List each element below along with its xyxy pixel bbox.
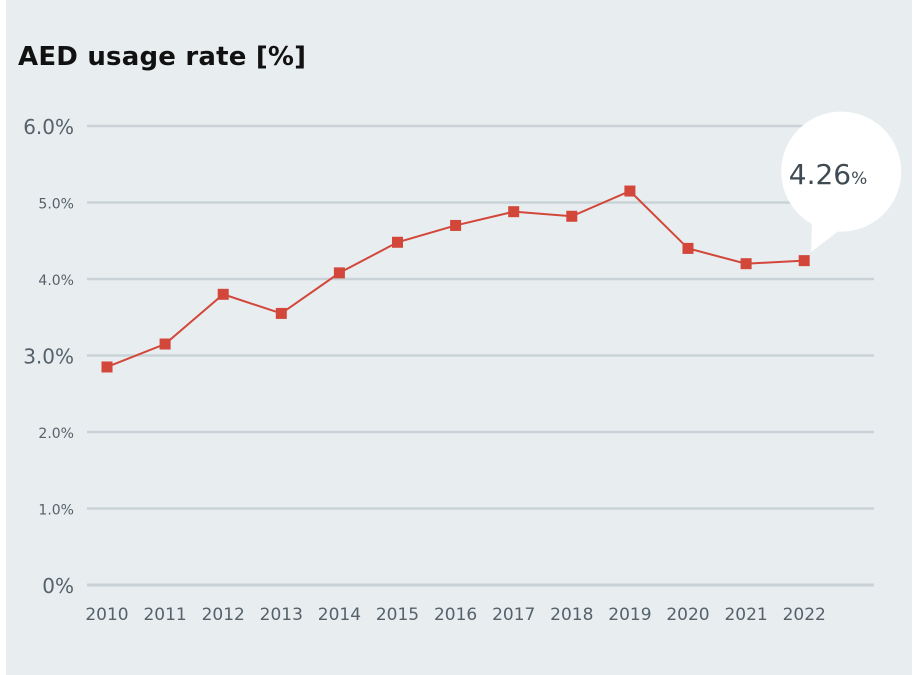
data-point <box>159 338 171 350</box>
data-point <box>392 236 403 248</box>
y-tick-label: 4.0% <box>38 273 74 289</box>
callout-bubble <box>781 111 902 252</box>
chart-panel <box>6 0 912 675</box>
x-tick-label: 2010 <box>85 605 128 625</box>
data-point <box>217 288 229 300</box>
data-point <box>275 307 287 319</box>
y-tick-label: 6.0% <box>23 115 74 139</box>
x-tick-label: 2014 <box>318 605 361 625</box>
data-point <box>740 258 752 270</box>
data-point <box>624 185 636 197</box>
data-point <box>508 206 520 218</box>
y-tick-label: 2.0% <box>38 426 74 442</box>
x-axis-ticks: 2010 2011 2012 2013 2014 2015 2016 2017 2018 2019… <box>85 605 825 625</box>
data-point <box>101 361 113 373</box>
y-tick-label: 3.0% <box>23 345 74 369</box>
x-tick-label: 2021 <box>724 605 767 625</box>
x-tick-label: 2015 <box>376 605 419 625</box>
chart-title: AED usage rate [%] <box>18 42 307 72</box>
data-series <box>101 185 810 373</box>
x-tick-label: 2019 <box>608 605 651 625</box>
x-tick-label: 2011 <box>143 605 186 625</box>
y-axis-ticks: 0% 1.0% 2.0% 3.0% 4.0% 5.0% 6.0% <box>23 115 74 598</box>
x-tick-label: 2020 <box>666 605 709 625</box>
x-tick-label: 2012 <box>202 605 245 625</box>
data-point <box>798 255 810 267</box>
data-point <box>682 242 694 254</box>
y-tick-label: 5.0% <box>38 197 74 213</box>
data-point <box>333 267 345 279</box>
y-tick-label: 0% <box>42 574 74 598</box>
x-tick-label: 2018 <box>550 605 593 625</box>
x-tick-label: 2022 <box>783 605 826 625</box>
value-callout: 4.26% <box>781 111 902 252</box>
callout-unit: % <box>851 169 867 189</box>
gridlines <box>87 124 874 587</box>
callout-label: 4.26% <box>789 158 868 191</box>
data-point <box>566 210 578 222</box>
x-tick-label: 2016 <box>434 605 477 625</box>
x-tick-label: 2013 <box>260 605 303 625</box>
y-tick-label: 1.0% <box>38 503 74 519</box>
data-point <box>450 219 462 231</box>
callout-value: 4.26 <box>789 158 851 191</box>
x-tick-label: 2017 <box>492 605 535 625</box>
